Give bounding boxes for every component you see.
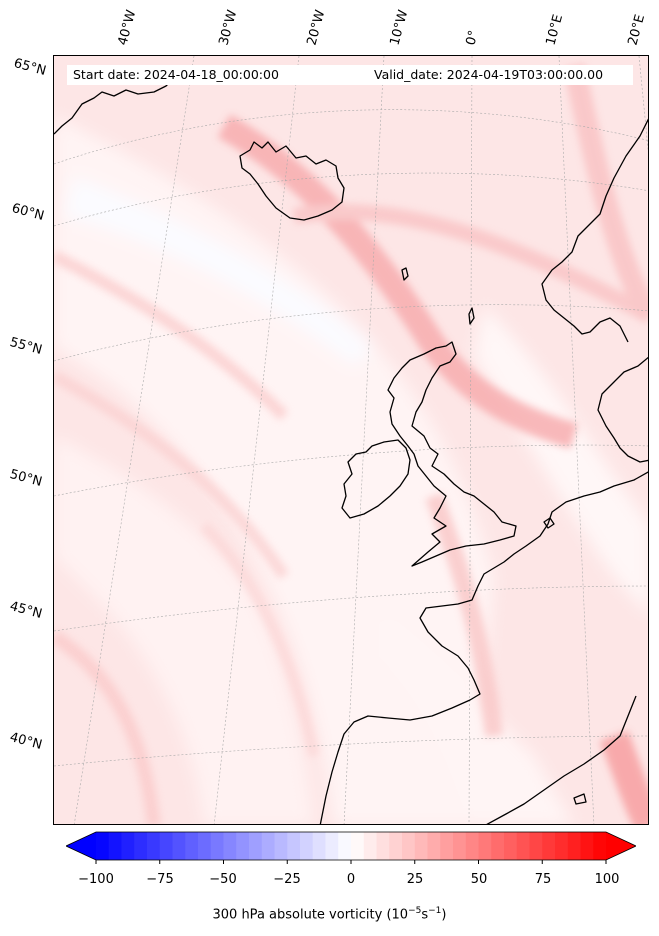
shetland-coast (468, 307, 475, 325)
colorbar-block (261, 832, 275, 860)
colorbar-block (516, 832, 530, 860)
coastlines (54, 69, 648, 824)
colorbar-block (440, 832, 454, 860)
colorbar-block (542, 832, 556, 860)
norway-coast (541, 118, 648, 343)
colorbar-block (338, 832, 352, 860)
colorbar-block (351, 832, 365, 860)
colorbar-block (198, 832, 212, 860)
colorbar-block (223, 832, 237, 860)
colorbar-block (108, 832, 122, 860)
faroe-coast (401, 267, 409, 281)
valid-date-label: Valid_date: 2024-04-19T03:00:00.00 (374, 67, 604, 82)
colorbar-tick-label: 50 (470, 872, 488, 887)
colorbar-block (555, 832, 569, 860)
colorbar-block (312, 832, 326, 860)
colorbar-block (121, 832, 135, 860)
colorbar-block (529, 832, 543, 860)
colorbar (66, 831, 636, 864)
colorbar-block (287, 832, 301, 860)
greenland-coast (54, 69, 179, 135)
colorbar-block (96, 832, 110, 860)
colorbar-block (427, 832, 441, 860)
colorbar-ticks (95, 860, 607, 864)
colorbar-tick-label: −50 (209, 872, 237, 887)
lon-label-0: 0° (463, 28, 482, 47)
colorbar-block (363, 832, 377, 860)
colorbar-block (478, 832, 492, 860)
colorbar-blocks (96, 832, 607, 860)
colorbar-tick-label: −75 (146, 872, 174, 887)
colorbar-block (580, 832, 594, 860)
vorticity-streaks (54, 63, 648, 824)
colorbar-block (147, 832, 161, 860)
colorbar-label: 300 hPa absolute vorticity (10−5s−1) (212, 906, 447, 923)
lat-label-45n: 45°N (8, 599, 44, 622)
colorbar-tick-label: 25 (406, 872, 424, 887)
lat-label-60n: 60°N (10, 201, 46, 224)
lat-label-65n: 65°N (12, 56, 48, 79)
colorbar-block (453, 832, 467, 860)
info-box (67, 65, 633, 85)
ireland-coast (341, 439, 411, 519)
lon-label-20w: 20°W (304, 8, 329, 47)
start-date-label: Start date: 2024-04-18_00:00:00 (73, 67, 279, 82)
great-britain-coast (387, 341, 517, 567)
colorbar-block (389, 832, 403, 860)
lon-label-40w: 40°W (115, 8, 140, 47)
colorbar-block (567, 832, 581, 860)
colorbar-tick-label: −100 (78, 872, 114, 887)
colorbar-tick-label: −25 (273, 872, 301, 887)
colorbar-block (376, 832, 390, 860)
colorbar-block (185, 832, 199, 860)
lon-label-10w: 10°W (387, 8, 412, 47)
colorbar-block (134, 832, 148, 860)
colorbar-tick-label: 100 (594, 872, 620, 887)
colorbar-block (593, 832, 607, 860)
spain-coast (486, 695, 637, 824)
colorbar-tick-label: 75 (534, 872, 552, 887)
lon-label-10e: 10°E (543, 12, 567, 48)
colorbar-block (504, 832, 518, 860)
colorbar-block (402, 832, 416, 860)
colorbar-block (249, 832, 263, 860)
colorbar-block (159, 832, 173, 860)
lat-label-50n: 50°N (8, 467, 44, 490)
vorticity-map (54, 56, 648, 824)
lon-label-30w: 30°W (216, 8, 241, 47)
lat-label-40n: 40°N (8, 730, 44, 753)
colorbar-block (210, 832, 224, 860)
lon-label-20e: 20°E (625, 12, 649, 48)
lat-label-55n: 55°N (8, 335, 44, 358)
colorbar-block (274, 832, 288, 860)
colorbar-block (325, 832, 339, 860)
colorbar-max-arrow (606, 832, 636, 860)
colorbar-block (300, 832, 314, 860)
colorbar-tick-label: 0 (346, 872, 356, 887)
colorbar-block (172, 832, 186, 860)
colorbar-block (414, 832, 428, 860)
colorbar-block (465, 832, 479, 860)
colorbar-block (236, 832, 250, 860)
colorbar-min-arrow (66, 832, 96, 860)
map-panel (53, 55, 649, 825)
denmark-coast (597, 356, 648, 463)
europe-coast (319, 471, 648, 824)
colorbar-block (491, 832, 505, 860)
vorticity-field-shading (54, 116, 648, 824)
iceland-coast (239, 141, 345, 221)
graticule (54, 56, 648, 824)
